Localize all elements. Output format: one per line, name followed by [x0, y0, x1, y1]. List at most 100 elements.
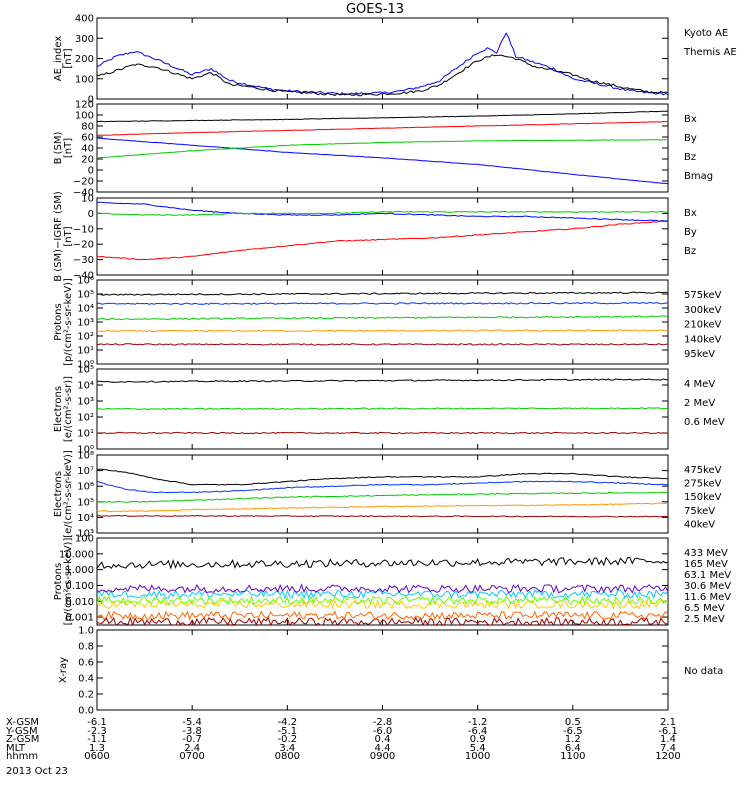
series-line: [97, 315, 668, 321]
series-line: [97, 137, 668, 185]
y-tick-label: 10⁴: [77, 304, 94, 315]
series-line: [97, 220, 668, 261]
series-line: [97, 32, 668, 96]
legend-entry: Themis AE: [683, 47, 737, 58]
y-tick-label: 100: [75, 534, 94, 545]
x-axis-value: -4.2: [277, 717, 298, 728]
y-tick-label: 0.6: [78, 658, 94, 669]
legend-entry: 40keV: [684, 519, 715, 530]
legend-entry: Bx: [684, 208, 697, 219]
y-tick-label: 10⁶: [77, 276, 94, 287]
x-axis-value: 4.4: [374, 742, 391, 754]
x-axis-row-labels: X-GSM Y-GSM Z-GSM MLT hhmm: [6, 717, 40, 763]
series-line: [97, 210, 668, 216]
x-axis-value: -5.4: [182, 717, 202, 728]
y-tick-label: 100: [75, 111, 94, 122]
y-tick-label: 300: [75, 34, 94, 45]
y-tick-label: 200: [75, 54, 94, 65]
y-axis-label: [nT]: [63, 138, 74, 158]
y-tick-label: −40: [73, 271, 94, 282]
x-axis-value: 0.9: [469, 734, 486, 746]
series-line: [97, 595, 668, 606]
legend-entry: 0.6 MeV: [684, 417, 725, 428]
legend-entry: 63.1 MeV: [684, 570, 731, 581]
y-tick-label: −20: [73, 240, 94, 251]
figure-title: GOES-13: [346, 2, 404, 17]
series-line: [97, 502, 668, 513]
x-axis-value: -0.2: [277, 734, 298, 746]
y-tick-label: 40: [81, 144, 94, 155]
series-line: [97, 407, 668, 411]
y-tick-label: 0: [88, 209, 94, 220]
panel-frame: [96, 629, 669, 711]
x-axis-value: 0.5: [564, 717, 581, 728]
series-line: [97, 589, 668, 600]
series-line: [97, 610, 668, 621]
legend-entry: 275keV: [684, 479, 722, 490]
x-axis-value: 0.4: [374, 734, 391, 746]
series-line: [97, 556, 668, 570]
y-axis-label: [e/(cm²-s-sr-keV)]: [63, 450, 74, 538]
legend-entry: Kyoto AE: [684, 28, 728, 39]
legend-entry: 11.6 MeV: [684, 592, 731, 603]
y-tick-label: 0.0: [78, 706, 94, 717]
legend-entry: 475keV: [684, 465, 722, 476]
y-tick-label: 10³: [77, 318, 94, 329]
legend-entry: 210keV: [684, 320, 722, 331]
y-tick-label: 0: [88, 166, 94, 177]
x-axis-value: -3.8: [182, 725, 202, 737]
x-axis-value: -1.1: [87, 734, 107, 746]
panel-frame: [96, 17, 669, 100]
y-tick-label: 80: [81, 122, 94, 133]
y-tick-label: −20: [73, 177, 94, 188]
panel-8: 0.0 0.2 0.4 0.6 0.8 1.0 X-ray No data: [58, 626, 723, 717]
y-tick-label: 20: [81, 155, 94, 166]
series-line: [97, 431, 668, 435]
series-line: [97, 139, 668, 159]
series-line: [97, 329, 668, 333]
date-label: 2013 Oct 23: [6, 766, 68, 777]
x-axis-value: 1.2: [564, 734, 581, 746]
x-axis-value: 5.4: [469, 742, 486, 754]
y-tick-label: 0.100: [65, 581, 94, 592]
x-axis-value: -2.8: [372, 717, 393, 728]
x-axis-value: 2.4: [184, 742, 201, 754]
legend-entry: Bz: [684, 152, 696, 163]
y-axis-label: [p/(cm²-s-sr-keV)]: [63, 538, 74, 626]
x-axis-value: -6.4: [467, 725, 488, 737]
legend-entry: 75keV: [684, 506, 715, 517]
y-tick-label: 10⁰: [77, 360, 94, 371]
y-axis-label: B (SM)−IGRF (SM): [53, 191, 64, 282]
legend-entry: 2 MeV: [684, 398, 715, 409]
y-tick-label: 10⁵: [77, 497, 94, 508]
y-axis-label: [e/(cm²-s-sr)]: [63, 376, 74, 442]
y-axis-label: Electrons: [53, 386, 64, 432]
y-tick-label: 120: [75, 100, 94, 111]
panel-frame: [96, 454, 669, 534]
legend-entry: 95keV: [684, 349, 715, 360]
series-line: [97, 291, 668, 296]
y-tick-label: 10¹: [77, 346, 94, 357]
y-tick-label: 10²: [77, 413, 94, 424]
legend-entry: By: [684, 133, 697, 144]
y-tick-label: −30: [73, 255, 94, 266]
series-line: [97, 491, 668, 503]
series-line: [97, 343, 668, 346]
series-line: [97, 599, 668, 610]
x-axis-value: -0.7: [182, 734, 202, 746]
y-tick-label: 60: [81, 133, 94, 144]
series-line: [97, 301, 668, 305]
y-tick-label: 100: [75, 74, 94, 85]
y-tick-label: −10: [73, 224, 94, 235]
y-axis-label: [p/(cm²-s-sr-keV)]: [63, 278, 74, 366]
y-axis-label: X-ray: [58, 657, 69, 683]
y-tick-label: −40: [73, 188, 94, 199]
legend-entry: 150keV: [684, 492, 722, 503]
x-axis-value: 1200: [655, 751, 681, 763]
series-line: [97, 54, 668, 97]
x-axis-value: 1000: [464, 751, 491, 763]
y-tick-label: 0.4: [78, 674, 94, 685]
series-line: [97, 468, 668, 486]
series-line: [97, 378, 668, 383]
